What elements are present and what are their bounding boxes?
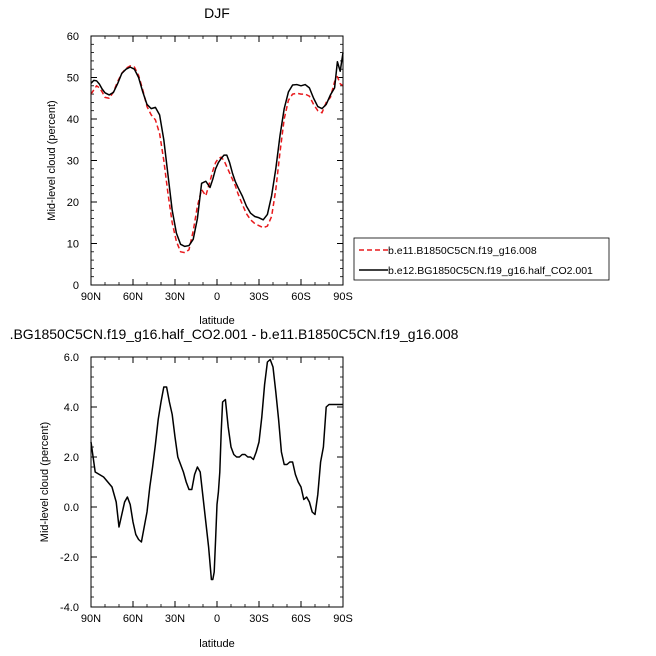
y-tick-label: -4.0: [60, 602, 79, 614]
legend-label-2: b.e12.BG1850C5CN.f19_g16.half_CO2.001: [388, 265, 593, 277]
y-tick-label: -2.0: [60, 552, 79, 564]
y-axis-label: Mid-level cloud (percent): [39, 422, 51, 542]
x-tick-label: 0: [214, 291, 220, 303]
x-tick-label: 30N: [165, 613, 185, 625]
chart-title: DJF: [204, 5, 230, 21]
y-tick-label: 4.0: [64, 402, 79, 414]
panel-difference: .BG1850C5CN.f19_g16.half_CO2.001 - b.e11…: [10, 326, 459, 650]
series-line-1: [90, 65, 344, 254]
legend: b.e11.B1850C5CN.f19_g16.008 b.e12.BG1850C…: [353, 237, 610, 281]
x-tick-label: 60N: [123, 291, 143, 303]
y-tick-label: 2.0: [64, 452, 79, 464]
x-tick-label: 90N: [81, 613, 101, 625]
y-tick-label: 10: [67, 239, 79, 251]
major-ticks: [90, 35, 344, 286]
y-tick-label: 6.0: [64, 352, 79, 364]
x-tick-label: 60S: [291, 291, 311, 303]
y-axis-label: Mid-level cloud (percent): [46, 100, 58, 220]
y-tick-label: 30: [67, 156, 79, 168]
x-axis-label: latitude: [199, 638, 234, 650]
legend-label-1: b.e11.B1850C5CN.f19_g16.008: [388, 245, 537, 257]
y-tick-label: 0: [73, 280, 79, 292]
y-tick-label: 40: [67, 114, 79, 126]
legend-box: [353, 237, 610, 281]
chart-title: .BG1850C5CN.f19_g16.half_CO2.001 - b.e11…: [10, 326, 459, 342]
y-tick-label: 20: [67, 197, 79, 209]
x-tick-label: 60N: [123, 613, 143, 625]
minor-ticks: [90, 356, 344, 608]
x-axis-label: latitude: [199, 315, 234, 327]
y-tick-label: 60: [67, 31, 79, 43]
x-tick-label: 30N: [165, 291, 185, 303]
x-tick-label: 90S: [333, 291, 353, 303]
panel-absolute: DJF 90N 60N 30N 0 30S 60S 90S 0 10 20 30 40 50 60 latit…: [46, 5, 610, 327]
x-tick-label: 30S: [249, 613, 269, 625]
x-tick-label: 60S: [291, 613, 311, 625]
series-line-1: [90, 358, 343, 581]
y-tick-label: 0.0: [64, 502, 79, 514]
y-tick-label: 50: [67, 73, 79, 85]
x-tick-label: 90N: [81, 291, 101, 303]
major-ticks: [90, 356, 344, 608]
plot-frame: [90, 35, 344, 286]
plot-frame: [90, 356, 344, 608]
x-tick-label: 30S: [249, 291, 269, 303]
x-tick-label: 0: [214, 613, 220, 625]
series-line-2: [90, 52, 344, 248]
x-tick-label: 90S: [333, 613, 353, 625]
